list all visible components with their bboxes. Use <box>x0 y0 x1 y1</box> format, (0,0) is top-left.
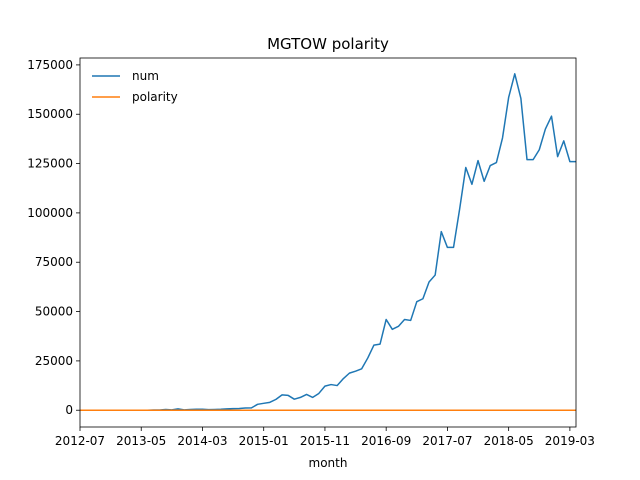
x-tick-label: 2016-09 <box>361 434 411 448</box>
x-tick-label: 2018-05 <box>484 434 534 448</box>
chart-title: MGTOW polarity <box>267 35 389 53</box>
x-axis-label: month <box>309 456 348 470</box>
x-tick-label: 2013-05 <box>116 434 166 448</box>
plot-frame <box>79 57 577 428</box>
legend-label-polarity: polarity <box>132 90 178 104</box>
y-tick-label: 125000 <box>27 157 73 171</box>
legend: num polarity <box>92 69 178 104</box>
x-tick-label: 2019-03 <box>545 434 595 448</box>
y-tick-label: 0 <box>65 403 73 417</box>
y-axis-ticks: 0 25000 50000 75000 100000 125000 150000 175000 <box>27 58 80 417</box>
legend-label-num: num <box>132 69 159 83</box>
x-tick-label: 2015-01 <box>239 434 289 448</box>
series-lines <box>80 73 576 411</box>
y-tick-label: 150000 <box>27 107 73 121</box>
y-tick-label: 25000 <box>35 354 73 368</box>
y-tick-label: 75000 <box>35 255 73 269</box>
x-axis-ticks: 2012-07 2013-05 2014-03 2015-01 2015-11 2016-… <box>55 427 595 448</box>
x-tick-label: 2014-03 <box>177 434 227 448</box>
x-tick-label: 2015-11 <box>300 434 350 448</box>
x-tick-label: 2012-07 <box>55 434 105 448</box>
y-tick-label: 100000 <box>27 206 73 220</box>
x-tick-label: 2017-07 <box>422 434 472 448</box>
y-tick-label: 50000 <box>35 305 73 319</box>
y-tick-label: 175000 <box>27 58 73 72</box>
